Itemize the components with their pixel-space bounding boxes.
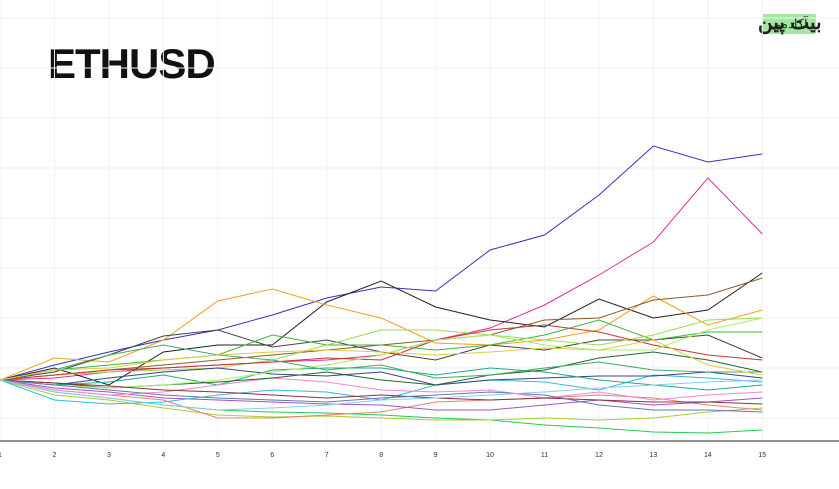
series-line: [0, 145, 763, 381]
x-tick-label: 2: [52, 452, 56, 459]
series-line: [0, 367, 763, 391]
series-line: [0, 339, 763, 381]
series-line: [0, 379, 763, 411]
x-tick-label: 1: [0, 452, 2, 459]
series-line: [0, 319, 763, 381]
x-tick-label: 3: [107, 452, 111, 459]
series-line: [0, 344, 763, 381]
x-tick-label: 4: [161, 452, 165, 459]
x-tick-label: 5: [216, 452, 220, 459]
x-tick-label: 11: [541, 452, 548, 459]
series-line: [0, 377, 763, 401]
x-tick-label: 15: [758, 452, 766, 459]
x-tick-label: 9: [434, 452, 438, 459]
x-tick-label: 6: [270, 452, 274, 459]
series-line: [0, 379, 763, 405]
series-line: [0, 379, 763, 421]
x-tick-label: 8: [379, 452, 383, 459]
series-line: [0, 379, 763, 413]
series-line: [0, 288, 763, 381]
logo-badge-bg: [762, 14, 816, 34]
chart-title: ETHUSD: [48, 40, 215, 87]
logo-brand: بیت پین: [758, 12, 822, 35]
x-tick-label: 7: [325, 452, 329, 459]
series-line: [0, 317, 763, 381]
plot: 123456789101112131415: [0, 0, 839, 459]
x-tick-label: 10: [486, 452, 494, 459]
x-tick-label: 14: [704, 452, 712, 459]
series-line: [0, 324, 763, 381]
series-line: [0, 367, 763, 386]
logo-badge: آکادمی: [770, 15, 809, 31]
x-tick-label: 12: [595, 452, 603, 459]
x-tick-label: 13: [650, 452, 658, 459]
series-line: [0, 272, 763, 386]
